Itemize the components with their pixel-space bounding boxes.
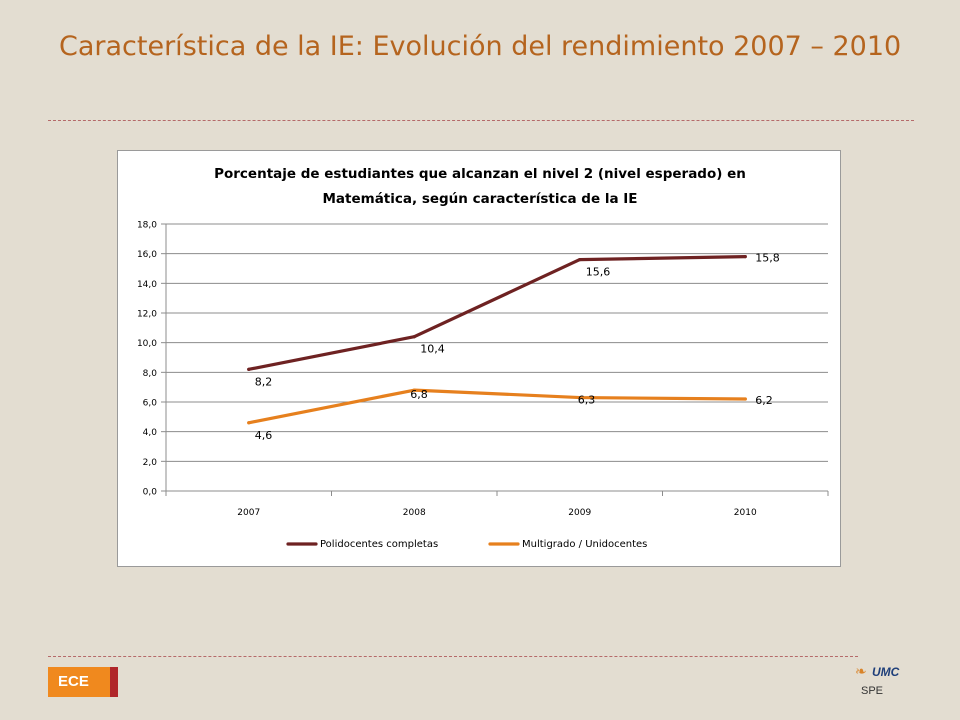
x-tick-label: 2009 [568, 508, 591, 518]
chart-title-line-1: Porcentaje de estudiantes que alcanzan e… [214, 166, 746, 182]
series-lines [247, 255, 747, 425]
y-tick-label: 12,0 [137, 310, 157, 320]
x-tick-label: 2007 [237, 508, 260, 518]
y-tick-label: 2,0 [143, 458, 158, 468]
data-point [578, 258, 582, 262]
legend-label: Polidocentes completas [320, 539, 438, 550]
y-tick-label: 16,0 [137, 250, 157, 260]
data-point [743, 255, 747, 259]
data-label: 10,4 [420, 343, 445, 356]
logo-subtext: SPE [861, 685, 884, 697]
data-label: 6,8 [410, 388, 428, 401]
footer-divider [48, 656, 858, 657]
data-label: 6,3 [578, 394, 596, 407]
data-point [412, 335, 416, 339]
y-tick-label: 10,0 [137, 339, 157, 349]
x-tick-label: 2008 [403, 508, 426, 518]
title-divider [48, 120, 914, 121]
ece-badge: ECE [48, 667, 118, 697]
y-tick-label: 14,0 [137, 280, 157, 290]
axes: 0,0 2,0 4,0 6,0 8,0 10,0 12,0 14,0 16,0 18,0 2007 2… [137, 221, 829, 518]
slide-title: Característica de la IE: Evolución del r… [59, 31, 902, 62]
y-tick-label: 18,0 [137, 221, 157, 231]
logo-text: UMC [872, 665, 900, 679]
ece-badge-accent [110, 667, 118, 697]
data-point [247, 421, 251, 425]
legend-label: Multigrado / Unidocentes [522, 539, 647, 550]
data-label: 15,8 [755, 252, 780, 265]
data-point [412, 388, 416, 392]
chart-title-line-2: Matemática, según característica de la I… [322, 191, 637, 207]
data-labels: 8,2 10,4 15,6 15,8 4,6 6,8 6,3 6,2 [255, 252, 780, 442]
line-chart: Porcentaje de estudiantes que alcanzan e… [137, 166, 829, 550]
series-line [247, 255, 747, 371]
figure-icon: ❧ [855, 663, 867, 679]
data-point [578, 395, 582, 400]
y-tick-label: 8,0 [143, 369, 158, 379]
data-label: 6,2 [755, 394, 773, 407]
gridlines [166, 223, 828, 462]
legend: Polidocentes completas Multigrado / Unido… [286, 539, 647, 550]
y-tick-label: 4,0 [143, 428, 158, 438]
data-label: 15,6 [586, 266, 611, 279]
data-point [743, 397, 747, 401]
data-label: 4,6 [255, 429, 273, 442]
series-line [247, 388, 747, 425]
y-tick-label: 0,0 [143, 488, 158, 498]
ece-badge-label: ECE [48, 667, 110, 697]
chart-frame: Porcentaje de estudiantes que alcanzan e… [117, 150, 841, 567]
y-tick-label: 6,0 [143, 399, 158, 409]
umc-logo: ❧ UMC SPE [855, 662, 905, 704]
data-label: 8,2 [255, 375, 273, 388]
x-tick-label: 2010 [734, 508, 757, 518]
data-point [247, 367, 251, 371]
